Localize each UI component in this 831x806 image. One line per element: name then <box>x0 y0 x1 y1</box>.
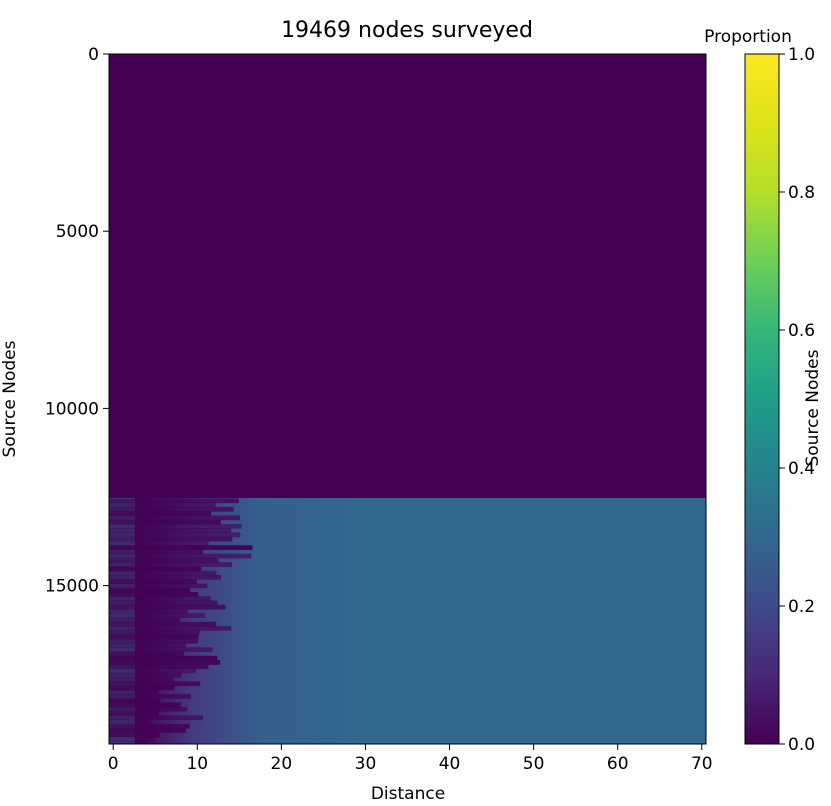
colorbar-label: Proportion <box>704 27 792 47</box>
heatmap-streak <box>109 715 203 720</box>
heatmap-streak <box>109 664 208 669</box>
y-tick-label: 0 <box>88 45 99 65</box>
heatmap-streak <box>109 728 186 733</box>
x-tick-label: 40 <box>439 754 461 774</box>
heatmap-streak <box>109 711 159 716</box>
heatmap-streak <box>109 562 232 567</box>
y-axis: 0 5000 10000 15000 <box>45 45 109 597</box>
heatmap-streak <box>109 541 209 546</box>
heatmap-streak <box>109 698 160 703</box>
colorbar-tick-label: 0.6 <box>788 321 815 341</box>
y-tick-label: 5000 <box>56 222 99 242</box>
heatmap-streak <box>109 694 191 699</box>
heatmap-streak <box>109 558 218 563</box>
heatmap-streak <box>109 635 198 640</box>
heatmap-streak <box>109 609 188 614</box>
heatmap-streak <box>109 677 174 682</box>
heatmap-streak <box>109 732 159 737</box>
x-tick-label: 10 <box>186 754 208 774</box>
heatmap-streak <box>109 647 213 652</box>
colorbar-tick-label: 0.0 <box>788 735 815 755</box>
x-tick-label: 0 <box>108 754 119 774</box>
heatmap-streak <box>109 524 242 529</box>
colorbar: 0.00.20.40.60.81.0 Proportion Source Nod… <box>704 27 823 755</box>
heatmap-streak <box>109 605 225 610</box>
x-tick-label: 30 <box>355 754 377 774</box>
heatmap-streak <box>109 532 240 537</box>
x-tick-label: 20 <box>271 754 293 774</box>
x-tick-label: 50 <box>523 754 545 774</box>
heatmap-streak <box>109 622 216 627</box>
heatmap-streak <box>109 566 201 571</box>
heatmap-streak <box>109 618 180 623</box>
heatmap-streak <box>109 613 205 618</box>
heatmap-streak <box>109 554 251 559</box>
heatmap-streak <box>109 686 174 691</box>
heatmap-plot-area <box>109 54 706 746</box>
heatmap-streak <box>109 707 187 712</box>
heatmap-streak <box>109 626 231 631</box>
heatmap-streak <box>109 600 217 605</box>
heatmap-streak <box>109 545 252 550</box>
heatmap-streak <box>109 639 198 644</box>
heatmap-streak <box>109 669 196 674</box>
colorbar-gradient <box>745 54 779 744</box>
chart-title: 19469 nodes surveyed <box>281 18 533 43</box>
heatmap-streak <box>109 588 190 593</box>
heatmap-streak <box>109 571 216 576</box>
heatmap-streak <box>109 741 148 746</box>
heatmap-streak <box>109 656 217 661</box>
heatmap-streak <box>109 724 190 729</box>
y-tick-label: 10000 <box>45 399 99 419</box>
heatmap-streak <box>109 583 207 588</box>
colorbar-secondary-label: Source Nodes <box>803 349 823 466</box>
heatmap-streak <box>109 511 211 516</box>
heatmap-streak <box>109 703 181 708</box>
heatmap-streak <box>109 720 151 725</box>
x-tick-label: 70 <box>691 754 713 774</box>
y-axis-label: Source Nodes <box>0 340 20 457</box>
heatmap-streak <box>109 520 221 525</box>
heatmap-streak <box>109 515 240 520</box>
heatmap-streak <box>109 660 220 665</box>
heatmap-streak <box>109 681 200 686</box>
heatmap-streak <box>109 575 221 580</box>
heatmap-streak <box>109 737 155 742</box>
heatmap-streak <box>109 630 200 635</box>
y-tick-label: 15000 <box>45 577 99 597</box>
heatmap-streak <box>109 690 158 695</box>
heatmap-streak <box>109 592 198 597</box>
x-axis-label: Distance <box>371 784 445 804</box>
x-tick-label: 60 <box>607 754 629 774</box>
heatmap-streak <box>109 537 232 542</box>
x-axis: 0 10 20 30 40 50 60 70 <box>108 744 713 774</box>
heatmap-streak <box>109 528 231 533</box>
colorbar-tick-label: 1.0 <box>788 45 815 65</box>
heatmap-streak <box>109 673 181 678</box>
colorbar-tick-label: 0.2 <box>788 597 815 617</box>
heatmap-streak <box>109 579 197 584</box>
heatmap-streak <box>109 549 203 554</box>
heatmap-streak <box>109 503 216 508</box>
heatmap-streak <box>109 652 184 657</box>
heatmap-streak <box>109 596 211 601</box>
heatmap-streak <box>109 643 186 648</box>
heatmap-streak <box>109 498 239 503</box>
heatmap-streak <box>109 507 234 512</box>
colorbar-tick-label: 0.8 <box>788 183 815 203</box>
